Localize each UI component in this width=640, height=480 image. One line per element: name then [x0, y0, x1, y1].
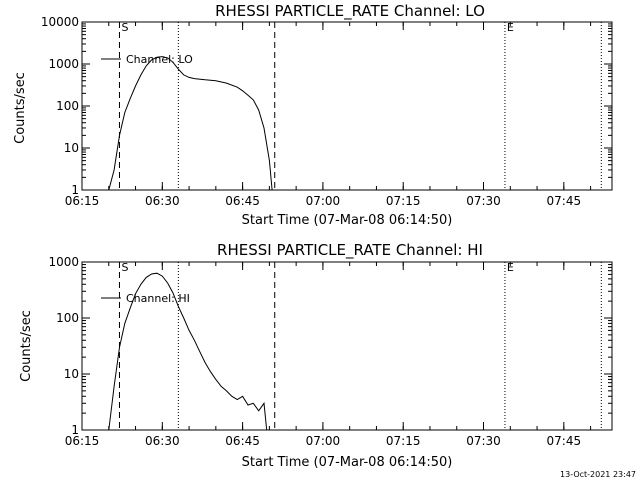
y-tick-label: 1000	[48, 57, 79, 71]
panel-hi-y-axis-label: Counts/sec	[19, 310, 34, 382]
panel-lo: RHESSI PARTICLE_RATE Channel: LO 1101001…	[13, 2, 613, 228]
panel-hi-plot-frame	[81, 261, 613, 431]
x-tick-label: 07:45	[547, 434, 582, 448]
panel-lo-legend-label: Channel: LO	[126, 53, 193, 66]
panel-lo-y-axis-label: Counts/sec	[13, 72, 28, 144]
panel-hi: RHESSI PARTICLE_RATE Channel: HI 1101001…	[19, 241, 613, 470]
x-tick-label: 06:15	[65, 194, 100, 208]
y-tick-label: 1	[71, 423, 79, 437]
x-tick-label: 07:00	[306, 194, 341, 208]
panel-hi-x-ticks: 06:15 06:30 06:45 07:00 07:15 07:30 07:45	[65, 262, 592, 448]
panel-hi-series-line	[108, 272, 268, 431]
panel-lo-x-ticks: 06:15 06:30 06:45 07:00 07:15 07:30 07:45	[65, 22, 592, 208]
x-tick-label: 06:15	[65, 434, 100, 448]
y-tick-label: 100	[56, 99, 79, 113]
x-tick-label: 07:15	[386, 194, 421, 208]
y-tick-label: 10	[64, 367, 79, 381]
x-tick-label: 07:00	[306, 434, 341, 448]
panel-lo-series-line	[108, 56, 273, 191]
y-tick-label: 100	[56, 311, 79, 325]
marker-label: S	[121, 21, 128, 34]
panel-hi-x-axis-label: Start Time (07-Mar-08 06:14:50)	[242, 455, 453, 470]
panel-hi-y-ticks: 1 10 100 1000	[48, 255, 612, 437]
x-tick-label: 07:30	[466, 194, 501, 208]
x-tick-label: 07:30	[466, 434, 501, 448]
marker-label: S	[121, 261, 128, 274]
panel-lo-plot-frame	[81, 21, 613, 191]
x-tick-label: 06:30	[145, 194, 180, 208]
x-tick-label: 06:45	[225, 434, 260, 448]
y-tick-label: 1000	[48, 255, 79, 269]
panel-lo-y-ticks: 1 10 100 1000 10000	[41, 15, 612, 197]
panel-lo-x-axis-label: Start Time (07-Mar-08 06:14:50)	[242, 213, 453, 228]
y-tick-label: 10000	[41, 15, 79, 29]
marker-label: E	[507, 261, 514, 274]
x-tick-label: 07:15	[386, 434, 421, 448]
x-tick-label: 07:45	[547, 194, 582, 208]
y-tick-label: 10	[64, 141, 79, 155]
panel-hi-title: RHESSI PARTICLE_RATE Channel: HI	[217, 241, 483, 260]
x-tick-label: 06:45	[225, 194, 260, 208]
y-tick-label: 1	[71, 183, 79, 197]
panel-hi-legend-label: Channel: HI	[126, 292, 190, 305]
marker-label: E	[507, 21, 514, 34]
panel-lo-title: RHESSI PARTICLE_RATE Channel: LO	[215, 2, 485, 21]
x-tick-label: 06:30	[145, 434, 180, 448]
footer-date: 13-Oct-2021 23:47	[560, 470, 636, 479]
